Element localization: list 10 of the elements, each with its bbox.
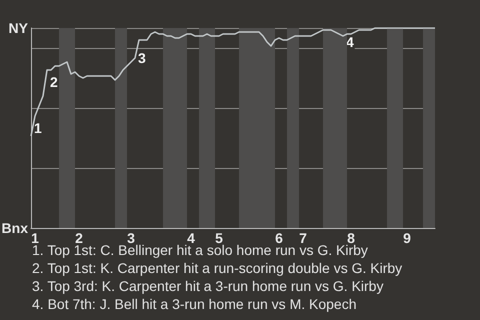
annotation: 2 bbox=[50, 74, 58, 90]
text: 2. Top 1st: K. Carpenter hit a run-scoring double vs G. Kirby bbox=[32, 260, 402, 276]
annotation: 1 bbox=[34, 120, 42, 136]
x-tick-label: 9 bbox=[403, 230, 412, 246]
annotation: 3 bbox=[138, 50, 146, 66]
text: 4. Bot 7th: J. Bell hit a 3-run home run vs M. Kopech bbox=[32, 296, 356, 312]
annotation: 4 bbox=[346, 34, 354, 50]
text: NY bbox=[8, 20, 29, 36]
text: 3. Top 3rd: K. Carpenter hit a 3-run home run vs G. Kirby bbox=[32, 278, 384, 294]
text: Bnx bbox=[2, 220, 28, 236]
